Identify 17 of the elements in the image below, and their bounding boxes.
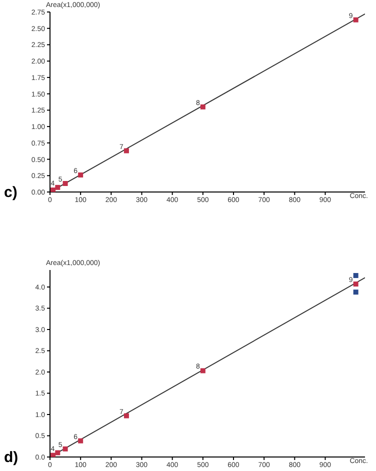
point xyxy=(55,184,60,190)
point xyxy=(62,180,68,186)
point xyxy=(78,438,84,444)
point xyxy=(62,446,68,452)
point xyxy=(200,368,206,374)
point xyxy=(353,17,358,22)
point xyxy=(353,273,358,278)
point xyxy=(200,104,206,110)
text: d) xyxy=(4,449,18,466)
point xyxy=(50,188,56,192)
point xyxy=(78,172,84,178)
point xyxy=(124,413,129,418)
point xyxy=(55,450,60,456)
point xyxy=(124,148,129,154)
point xyxy=(353,282,358,287)
text: c) xyxy=(4,184,18,201)
point xyxy=(353,290,358,295)
